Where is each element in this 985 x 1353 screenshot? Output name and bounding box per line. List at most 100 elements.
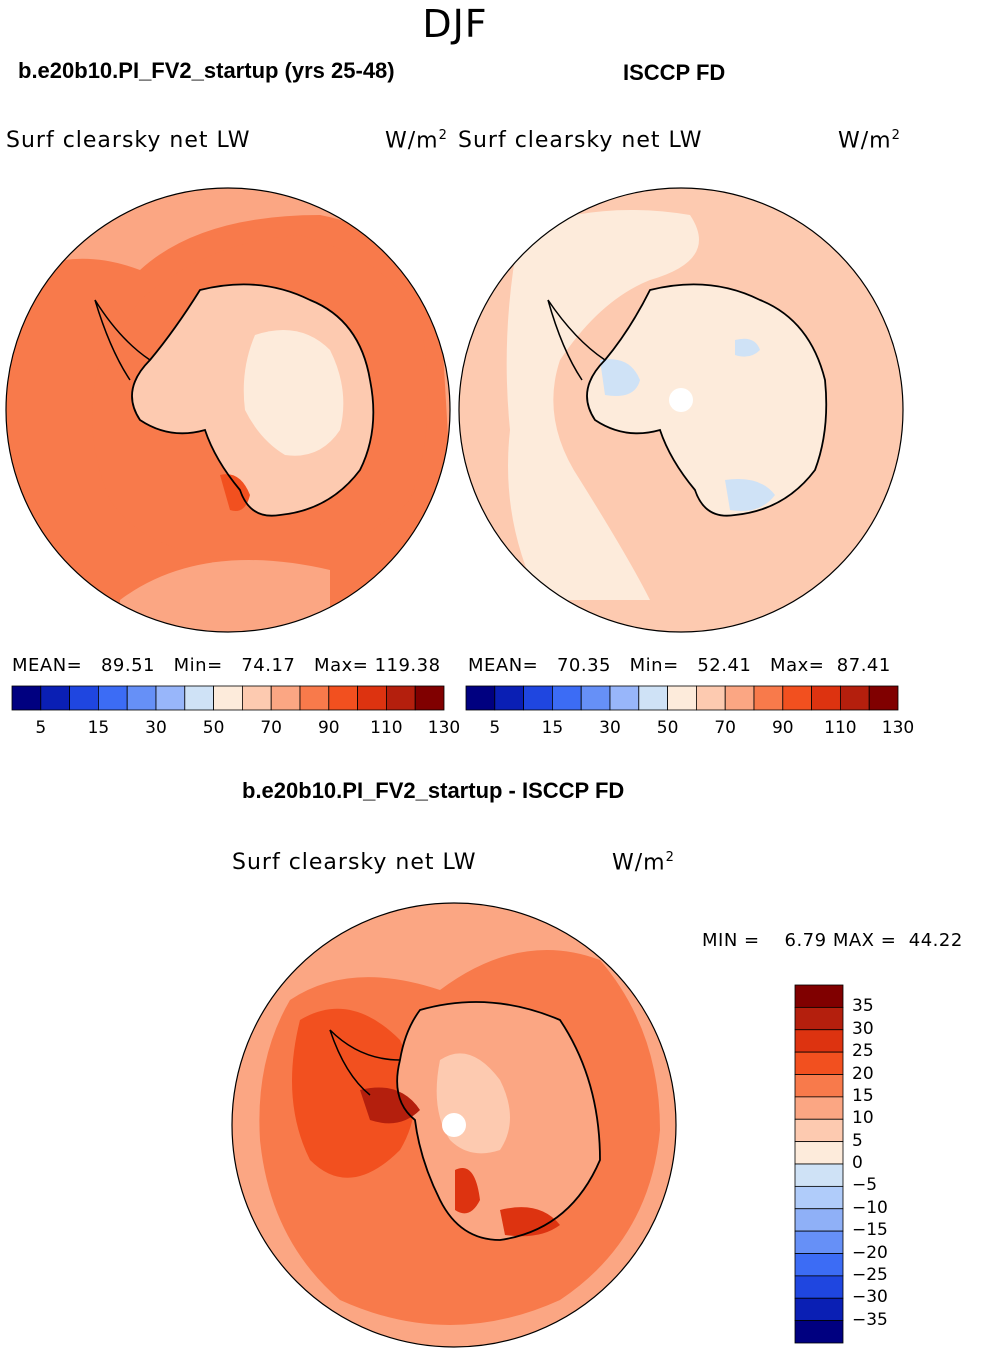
colorbar-tick-label: 5 — [35, 718, 47, 738]
left-variable-label: Surf clearsky net LW — [6, 128, 251, 153]
colorbar-tick-label: 50 — [202, 718, 225, 738]
colorbar-swatch — [794, 1297, 844, 1322]
colorbar-swatch — [794, 1163, 844, 1187]
colorbar-swatch — [782, 685, 812, 711]
colorbar-tick-label: 90 — [771, 718, 794, 738]
diff-units-label: W/m2 — [612, 850, 675, 876]
right-map-antarctica-interior — [587, 284, 827, 516]
colorbar-swatch — [667, 685, 697, 711]
colorbar-swatch — [357, 685, 387, 711]
colorbar-tick-label: 5 — [489, 718, 501, 738]
colorbar-swatch — [299, 685, 330, 711]
colorbar-tick-label: −20 — [852, 1242, 888, 1263]
left-map-hotspot — [220, 474, 250, 511]
colorbar-swatch — [609, 685, 640, 711]
colorbar-swatch — [40, 685, 70, 711]
colorbar-swatch — [213, 685, 243, 711]
right-polar-map — [459, 188, 903, 632]
colorbar-tick-label: 30 — [145, 718, 167, 738]
colorbar-swatch — [794, 1230, 844, 1254]
colorbar-swatch — [465, 685, 496, 711]
colorbar-swatch — [811, 685, 841, 711]
colorbar-swatch — [414, 685, 445, 711]
diff-panel-title: b.e20b10.PI_FV2_startup - ISCCP FD — [242, 778, 625, 803]
colorbar-swatch — [868, 685, 899, 711]
right-panel-title: ISCCP FD — [623, 60, 726, 85]
right-colorbar — [465, 685, 899, 711]
left-map-peninsula — [94, 299, 151, 381]
colorbar-swatch — [794, 1029, 844, 1053]
colorbar-tick-label: 30 — [852, 1018, 874, 1039]
colorbar-tick-label: −10 — [852, 1197, 888, 1218]
colorbar-swatch — [241, 685, 272, 711]
diff-polar-map — [232, 903, 676, 1347]
colorbar-swatch — [794, 1141, 844, 1165]
colorbar-swatch — [794, 1006, 844, 1031]
colorbar-swatch — [753, 685, 784, 711]
colorbar-tick-label: 30 — [599, 718, 621, 738]
diff-map-border — [231, 902, 677, 1348]
colorbar-swatch — [695, 685, 726, 711]
colorbar-tick-label: 10 — [852, 1108, 874, 1129]
colorbar-tick-label: 25 — [852, 1041, 874, 1062]
right-stats: MEAN= 70.35 Min= 52.41 Max= 87.41 — [468, 655, 891, 676]
colorbar-swatch — [794, 1185, 844, 1210]
colorbar-tick-label: 130 — [881, 718, 915, 738]
colorbar-tick-label: 70 — [260, 718, 282, 738]
right-map-peninsula — [547, 299, 606, 381]
diff-stats: MIN = 6.79 MAX = 44.22 — [702, 930, 963, 951]
colorbar-swatch — [385, 685, 416, 711]
right-units-label: W/m2 — [838, 128, 901, 154]
colorbar-tick-label: −5 — [852, 1175, 878, 1196]
diff-variable-label: Surf clearsky net LW — [232, 850, 477, 875]
colorbar-tick-label: 90 — [317, 718, 340, 738]
right-map-border — [458, 187, 904, 633]
right-map-cold-patch-1 — [600, 359, 640, 396]
diff-map-peninsula — [329, 1029, 401, 1096]
colorbar-swatch — [580, 685, 611, 711]
colorbar-swatch — [523, 685, 553, 711]
colorbar-swatch — [794, 1074, 844, 1098]
colorbar-swatch — [794, 1096, 844, 1120]
diff-map-coastline — [396, 1001, 601, 1241]
right-map-cold-patch-2 — [725, 479, 775, 511]
left-colorbar — [11, 685, 445, 711]
colorbar-tick-label: 50 — [656, 718, 679, 738]
colorbar-tick-label: 15 — [541, 718, 564, 738]
colorbar-tick-label: −35 — [852, 1309, 888, 1330]
colorbar-swatch — [11, 685, 42, 711]
colorbar-swatch — [126, 685, 157, 711]
colorbar-swatch — [494, 685, 524, 711]
colorbar-swatch — [638, 685, 669, 711]
season-title: DJF — [422, 2, 488, 46]
colorbar-tick-label: 110 — [824, 718, 857, 738]
left-map-coastline — [131, 283, 375, 517]
diff-map-warm-lobe-west — [292, 1008, 415, 1178]
left-stats: MEAN= 89.51 Min= 74.17 Max= 119.38 — [12, 655, 441, 676]
right-map-pole-hole — [669, 388, 693, 412]
colorbar-tick-label: 110 — [370, 718, 403, 738]
colorbar-swatch — [794, 1208, 844, 1232]
colorbar-tick-label: −15 — [852, 1220, 888, 1241]
colorbar-tick-label: 130 — [427, 718, 461, 738]
colorbar-tick-label: 35 — [852, 996, 874, 1017]
colorbar-swatch — [155, 685, 186, 711]
colorbar-swatch — [794, 1118, 844, 1143]
colorbar-swatch — [794, 1320, 844, 1344]
right-map-cold-patch-3 — [735, 338, 760, 357]
diff-colorbar — [794, 984, 844, 1344]
diff-map-hotspot-3 — [455, 1168, 480, 1214]
colorbar-swatch — [839, 685, 870, 711]
colorbar-swatch — [184, 685, 215, 711]
colorbar-tick-label: 0 — [852, 1153, 863, 1173]
colorbar-tick-label: 5 — [852, 1130, 863, 1151]
colorbar-swatch — [724, 685, 755, 711]
right-map-coastline — [586, 283, 828, 517]
diff-map-pole-hole — [442, 1113, 466, 1137]
colorbar-swatch — [98, 685, 128, 711]
colorbar-swatch — [69, 685, 99, 711]
diff-map-hotspot-2 — [500, 1207, 560, 1237]
right-variable-label: Surf clearsky net LW — [458, 128, 703, 153]
left-units-label: W/m2 — [385, 128, 448, 154]
colorbar-swatch — [794, 1051, 844, 1075]
